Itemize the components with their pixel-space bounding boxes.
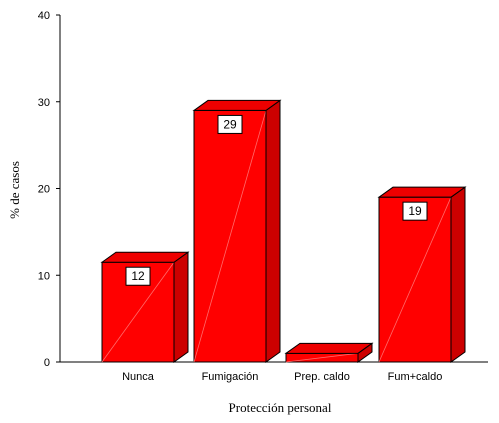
data-label: 19 — [408, 204, 422, 218]
bar — [284, 342, 374, 363]
bar-front-shade — [101, 262, 175, 363]
x-tick-label: Fumigación — [202, 371, 259, 383]
bar-side — [173, 251, 189, 363]
y-ticks: 0 10 20 30 40 — [38, 10, 60, 369]
y-axis-title: % de casos — [7, 161, 22, 219]
bar-side — [265, 99, 281, 363]
bar: 19 — [377, 186, 467, 363]
data-label: 12 — [131, 269, 145, 283]
bar-top — [100, 251, 190, 263]
bar-side — [450, 186, 466, 363]
data-label-box — [217, 114, 243, 134]
bar-front-shade — [378, 197, 452, 363]
x-tick-label: Nunca — [122, 371, 155, 383]
bars: 12 29 19 — [100, 99, 467, 363]
y-tick-label: 40 — [38, 10, 50, 22]
x-axis-title: Protección personal — [229, 400, 332, 415]
x-tick-label: Prep. caldo — [294, 371, 350, 383]
y-tick-label: 10 — [38, 270, 50, 282]
bar-front-shade — [285, 352, 359, 363]
y-tick-label: 0 — [44, 357, 50, 369]
bar-top — [377, 186, 467, 198]
y-tick-label: 30 — [38, 97, 50, 109]
x-tick-label: Fum+caldo — [388, 371, 443, 383]
bar: 12 — [100, 251, 190, 363]
bar: 29 — [192, 99, 282, 363]
data-label-box — [125, 266, 151, 286]
bar-top — [284, 342, 374, 354]
data-label-box — [402, 201, 428, 221]
bar-top — [192, 99, 282, 111]
data-label: 29 — [223, 117, 237, 131]
bar-front-shade — [193, 110, 267, 363]
y-tick-label: 20 — [38, 184, 50, 196]
x-tick-labels: Nunca Fumigación Prep. caldo Fum+caldo — [122, 371, 442, 383]
